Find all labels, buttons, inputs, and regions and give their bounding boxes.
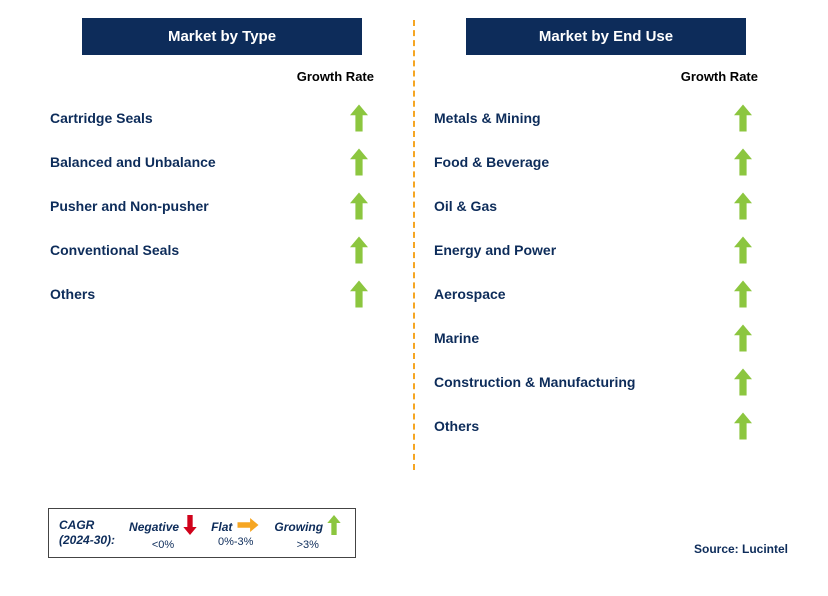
item-label: Aerospace [434,286,708,302]
list-item: Energy and Power [434,228,778,272]
legend-negative-range: <0% [152,539,174,551]
column-divider [413,20,415,470]
legend-growing: Growing >3% [274,515,341,551]
item-label: Metals & Mining [434,110,708,126]
list-item: Cartridge Seals [50,96,394,140]
column-by-end-use: Market by End Use Growth Rate Metals & M… [414,18,798,448]
growth-rate-label-left: Growth Rate [50,69,394,84]
item-label: Balanced and Unbalance [50,154,324,170]
legend-cagr: CAGR (2024-30): [59,518,115,548]
list-item: Oil & Gas [434,184,778,228]
list-item: Pusher and Non-pusher [50,184,394,228]
growth-arrow-up-icon [708,236,778,264]
arrow-right-icon [236,518,260,535]
list-item: Others [434,404,778,448]
growth-arrow-up-icon [708,368,778,396]
growth-arrow-up-icon [324,236,394,264]
column-by-type: Market by Type Growth Rate Cartridge Sea… [30,18,414,448]
growth-arrow-up-icon [708,104,778,132]
legend-negative-label: Negative [129,520,179,534]
main-container: Market by Type Growth Rate Cartridge Sea… [0,0,828,458]
growth-arrow-up-icon [324,104,394,132]
list-item: Balanced and Unbalance [50,140,394,184]
legend-flat-label: Flat [211,520,232,534]
item-label: Construction & Manufacturing [434,374,708,390]
growth-arrow-up-icon [708,412,778,440]
growth-arrow-up-icon [708,148,778,176]
growth-arrow-up-icon [708,280,778,308]
list-item: Aerospace [434,272,778,316]
arrow-down-icon [183,515,197,538]
list-item: Others [50,272,394,316]
legend-flat: Flat 0%-3% [211,518,260,548]
header-by-type: Market by Type [82,18,362,55]
list-item: Marine [434,316,778,360]
type-list: Cartridge Seals Balanced and Unbalance Pus… [50,96,394,316]
legend-cagr-line1: CAGR [59,518,115,533]
item-label: Others [434,418,708,434]
item-label: Energy and Power [434,242,708,258]
item-label: Others [50,286,324,302]
enduse-list: Metals & Mining Food & Beverage Oil & Gas E… [434,96,778,448]
item-label: Pusher and Non-pusher [50,198,324,214]
list-item: Metals & Mining [434,96,778,140]
legend-growing-label: Growing [274,520,323,534]
legend-negative: Negative <0% [129,515,197,551]
header-by-end-use: Market by End Use [466,18,746,55]
arrow-up-icon [327,515,341,538]
growth-arrow-up-icon [324,280,394,308]
item-label: Conventional Seals [50,242,324,258]
list-item: Conventional Seals [50,228,394,272]
legend-growing-range: >3% [297,539,319,551]
list-item: Construction & Manufacturing [434,360,778,404]
growth-arrow-up-icon [708,324,778,352]
source-label: Source: Lucintel [694,542,788,556]
list-item: Food & Beverage [434,140,778,184]
item-label: Cartridge Seals [50,110,324,126]
growth-arrow-up-icon [324,192,394,220]
growth-arrow-up-icon [708,192,778,220]
growth-arrow-up-icon [324,148,394,176]
legend-box: CAGR (2024-30): Negative <0% Flat 0%-3% … [48,508,356,558]
growth-rate-label-right: Growth Rate [434,69,778,84]
legend-cagr-line2: (2024-30): [59,533,115,548]
item-label: Oil & Gas [434,198,708,214]
legend-flat-range: 0%-3% [218,536,253,548]
item-label: Marine [434,330,708,346]
item-label: Food & Beverage [434,154,708,170]
